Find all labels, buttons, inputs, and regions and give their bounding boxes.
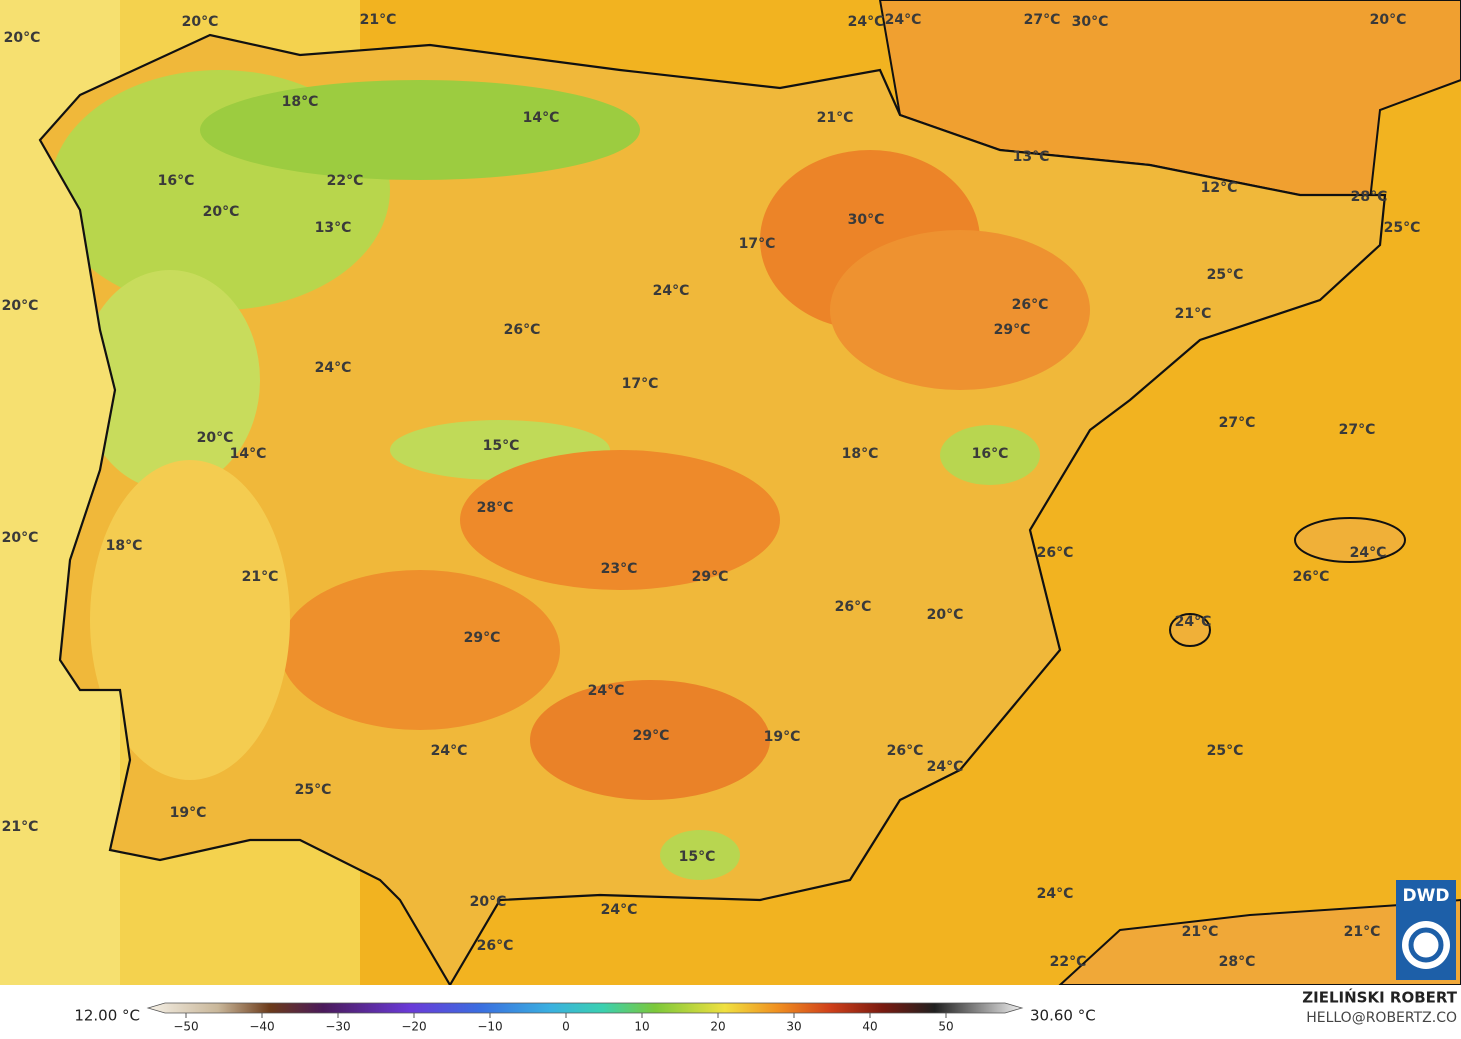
temperature-label: 20°C: [4, 30, 41, 46]
temperature-label: 20°C: [2, 530, 39, 546]
colorbar-bar: [146, 1002, 1024, 1014]
temperature-label: 19°C: [764, 729, 801, 745]
temperature-label: 20°C: [470, 894, 507, 910]
temperature-label: 20°C: [927, 607, 964, 623]
temperature-label: 30°C: [1072, 14, 1109, 30]
temperature-label: 24°C: [1350, 545, 1387, 561]
temperature-label: 28°C: [1351, 189, 1388, 205]
temperature-label: 21°C: [1175, 306, 1212, 322]
author: ZIELIŃSKI ROBERT: [1302, 988, 1457, 1007]
temperature-label: 24°C: [885, 12, 922, 28]
temperature-label: 21°C: [2, 819, 39, 835]
temperature-label: 21°C: [242, 569, 279, 585]
temperature-label: 29°C: [994, 322, 1031, 338]
max-label: 30.60 °C: [1030, 1007, 1096, 1025]
temperature-label: 24°C: [315, 360, 352, 376]
mallorca: [1294, 517, 1406, 563]
temperature-label: 18°C: [282, 94, 319, 110]
temperature-label: 15°C: [483, 438, 520, 454]
temperature-label: 24°C: [588, 683, 625, 699]
temperature-label: 18°C: [842, 446, 879, 462]
temperature-label: 30°C: [848, 212, 885, 228]
temperature-label: 16°C: [972, 446, 1009, 462]
temperature-label: 26°C: [504, 322, 541, 338]
temperature-label: 24°C: [431, 743, 468, 759]
logo: DWD: [1396, 880, 1456, 980]
temperature-label: 20°C: [182, 14, 219, 30]
temperature-label: 27°C: [1219, 415, 1256, 431]
temperature-label: 25°C: [1207, 743, 1244, 759]
colorbar: −50 −40 −30 −20 −10 0 10 20 30 40 50: [146, 1002, 1024, 1034]
temperature-label: 26°C: [887, 743, 924, 759]
temperature-label: 16°C: [158, 173, 195, 189]
temperature-label: 21°C: [1182, 924, 1219, 940]
colorbar-tick-label: −10: [477, 1020, 502, 1034]
temperature-label: 26°C: [1012, 297, 1049, 313]
temperature-label: 24°C: [1175, 614, 1212, 630]
temperature-label: 24°C: [848, 14, 885, 30]
temperature-label: 24°C: [601, 902, 638, 918]
temperature-label: 29°C: [464, 630, 501, 646]
temperature-label: 19°C: [170, 805, 207, 821]
temperature-label: 18°C: [106, 538, 143, 554]
temperature-field: [50, 70, 1090, 880]
temperature-label: 24°C: [927, 759, 964, 775]
temperature-label: 24°C: [653, 283, 690, 299]
temperature-label: 21°C: [1344, 924, 1381, 940]
temperature-label: 22°C: [327, 173, 364, 189]
temperature-label: 26°C: [477, 938, 514, 954]
temperature-label: 15°C: [679, 849, 716, 865]
min-label: 12.00 °C: [74, 1007, 140, 1025]
temperature-label: 28°C: [477, 500, 514, 516]
temperature-label: 17°C: [622, 376, 659, 392]
temperature-label: 27°C: [1024, 12, 1061, 28]
logo-swirl: [1408, 927, 1444, 963]
colorbar-tick-label: 20: [710, 1020, 725, 1034]
contact: HELLO@ROBERTZ.CO: [1306, 1010, 1457, 1026]
temperature-label: 25°C: [1384, 220, 1421, 236]
colorbar-tick-label: −30: [325, 1020, 350, 1034]
temperature-label: 29°C: [633, 728, 670, 744]
temperature-label: 28°C: [1219, 954, 1256, 970]
map: 20°C 21°C 24°C 24°C 27°C 30°C 20°C20°C18°C14°C…: [0, 0, 1461, 987]
temperature-label: 14°C: [230, 446, 267, 462]
temperature-label: 26°C: [835, 599, 872, 615]
temperature-label: 17°C: [739, 236, 776, 252]
temperature-label: 23°C: [601, 561, 638, 577]
temperature-label: 13°C: [315, 220, 352, 236]
temperature-label: 22°C: [1050, 954, 1087, 970]
temperature-label: 26°C: [1037, 545, 1074, 561]
temperature-label: 20°C: [2, 298, 39, 314]
colorbar-tick-label: 10: [634, 1020, 649, 1034]
colorbar-tick-label: 30: [786, 1020, 801, 1034]
temperature-label: 25°C: [1207, 267, 1244, 283]
temperature-label: 26°C: [1293, 569, 1330, 585]
logo-text: DWD: [1403, 886, 1450, 906]
colorbar-tick-label: −40: [249, 1020, 274, 1034]
temperature-label: 14°C: [523, 110, 560, 126]
temperature-labels: 20°C 21°C 24°C 24°C 27°C 30°C 20°C20°C18°C14°C…: [2, 12, 1421, 970]
temperature-label: 25°C: [295, 782, 332, 798]
temperature-label: 24°C: [1037, 886, 1074, 902]
ibiza: [1169, 613, 1211, 647]
colorbar-tick-label: −50: [173, 1020, 198, 1034]
colorbar-tick-label: 0: [562, 1020, 570, 1034]
colorbar-tick-label: 40: [862, 1020, 877, 1034]
temperature-label: 20°C: [1370, 12, 1407, 28]
temperature-label: 20°C: [203, 204, 240, 220]
colorbar-tick-label: 50: [938, 1020, 953, 1034]
temperature-label: 21°C: [360, 12, 397, 28]
temperature-label: 27°C: [1339, 422, 1376, 438]
temperature-label: 21°C: [817, 110, 854, 126]
temperature-label: 12°C: [1201, 180, 1238, 196]
colorbar-tick-label: −20: [401, 1020, 426, 1034]
temperature-label: 29°C: [692, 569, 729, 585]
temperature-label: 20°C: [197, 430, 234, 446]
temperature-label: 13°C: [1013, 149, 1050, 165]
